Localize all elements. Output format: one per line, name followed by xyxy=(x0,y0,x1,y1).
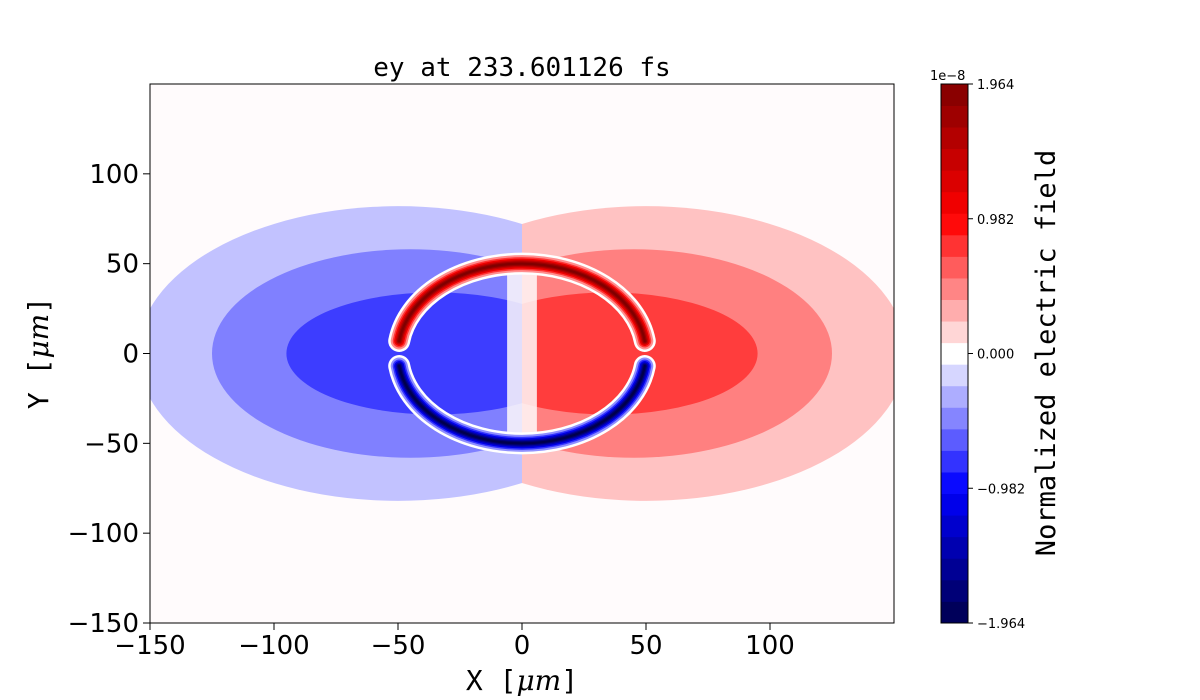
colorbar-tick-label: −0.982 xyxy=(977,482,1025,497)
arc-contour xyxy=(398,262,646,343)
colorbar-band xyxy=(941,127,968,150)
colorbar-tick-label: 1.964 xyxy=(977,78,1014,93)
x-axis-label: X [μm] xyxy=(466,664,578,697)
colorbar-band xyxy=(941,407,968,430)
colorbar-band xyxy=(941,213,968,236)
x-tick-label: −100 xyxy=(238,631,309,661)
colorbar-tick-label: 0.982 xyxy=(977,213,1014,228)
x-axis-label-unit: μm xyxy=(516,664,561,697)
colorbar-band xyxy=(941,493,968,516)
colorbar-band xyxy=(941,191,968,214)
x-axis: −150 −100 −50 0 50 100 xyxy=(114,623,795,661)
field-map xyxy=(150,206,894,501)
colorbar-band xyxy=(941,84,968,106)
arc-contour xyxy=(398,364,646,445)
x-axis-label-text: X [ xyxy=(466,664,517,697)
y-axis-label-unit: μm xyxy=(22,314,55,359)
colorbar-band xyxy=(941,321,968,344)
colorbar-tick-label: −1.964 xyxy=(977,617,1025,632)
y-tick-label: 100 xyxy=(89,160,139,190)
x-tick-label: −50 xyxy=(371,631,426,661)
colorbar-bands xyxy=(941,84,968,624)
negative-lobe-contour xyxy=(286,292,522,415)
y-tick-label: −100 xyxy=(68,519,139,549)
x-axis-label-close: ] xyxy=(561,664,578,697)
colorbar-band xyxy=(941,234,968,257)
colorbar-scale-label: 1e−8 xyxy=(930,69,965,84)
x-tick-label: 0 xyxy=(514,631,531,661)
colorbar-band xyxy=(941,536,968,559)
negative-lobes xyxy=(150,206,522,501)
y-tick-label: 50 xyxy=(106,250,139,280)
upper-arc xyxy=(388,252,656,352)
y-tick-label: 0 xyxy=(122,340,139,370)
y-axis-label-close: ] xyxy=(22,297,55,314)
colorbar: 1.964 0.982 0.000 −0.982 −1.964 1e−8 Normali… xyxy=(930,69,1062,632)
center-gap xyxy=(507,270,537,437)
colorbar-band xyxy=(941,515,968,538)
y-axis: −150 −100 −50 0 50 100 xyxy=(68,160,150,639)
positive-lobes xyxy=(522,206,894,501)
colorbar-band xyxy=(941,472,968,495)
colorbar-band xyxy=(941,278,968,300)
colorbar-band xyxy=(941,256,968,279)
x-tick-label: 100 xyxy=(745,631,795,661)
colorbar-label: Normalized electric field xyxy=(1031,150,1062,556)
x-tick-label: 50 xyxy=(629,631,662,661)
colorbar-band xyxy=(941,558,968,581)
colorbar-band xyxy=(941,364,968,387)
y-tick-label: −50 xyxy=(84,429,139,459)
colorbar-band xyxy=(941,450,968,473)
y-axis-label: Y [μm] xyxy=(22,297,55,409)
colorbar-band xyxy=(941,342,968,365)
colorbar-band xyxy=(941,428,968,451)
x-tick-label: −150 xyxy=(114,631,185,661)
colorbar-band xyxy=(941,385,968,408)
colorbar-band xyxy=(941,579,968,602)
plot-area xyxy=(149,83,895,624)
y-axis-label-text: Y [ xyxy=(22,359,55,410)
colorbar-band xyxy=(941,299,968,322)
positive-lobe-contour xyxy=(522,292,758,415)
colorbar-tick-label: 0.000 xyxy=(977,348,1014,363)
chart-title: ey at 233.601126 fs xyxy=(373,53,670,83)
colorbar-band xyxy=(941,170,968,193)
lower-arc xyxy=(388,355,656,455)
colorbar-band xyxy=(941,601,968,624)
colorbar-band xyxy=(941,148,968,171)
colorbar-ticks: 1.964 0.982 0.000 −0.982 −1.964 xyxy=(968,78,1025,632)
y-tick-label: −150 xyxy=(68,609,139,639)
colorbar-band xyxy=(941,105,968,128)
